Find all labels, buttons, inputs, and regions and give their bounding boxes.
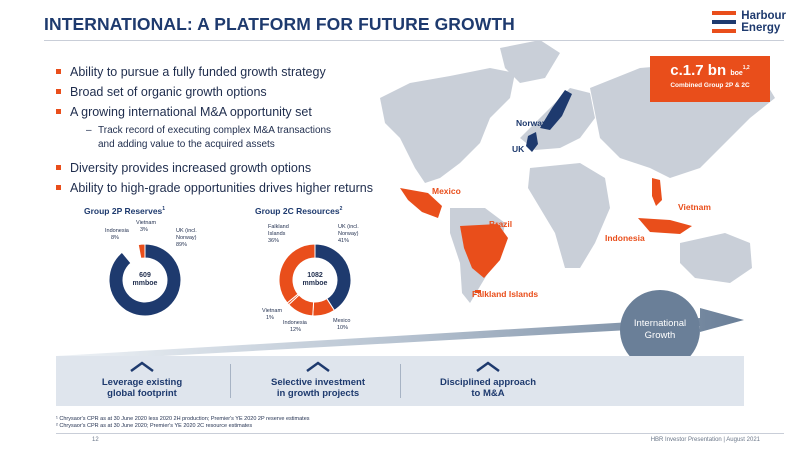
- callout-caption: Combined Group 2P & 2C: [670, 82, 750, 89]
- donut-2p-chart: [108, 243, 182, 317]
- map-label-falklands: Falkland Islands: [472, 289, 539, 299]
- donut-2p-label-uk: UK (incl. Norway) 89%: [176, 228, 197, 248]
- footer-text: HBR Investor Presentation | August 2021: [650, 437, 760, 443]
- donut-2p-center: 609 mmboe: [132, 272, 158, 287]
- footer-rule: [56, 433, 784, 447]
- footnote-2: ² Chrysaor's CPR as at 30 June 2020; Pre…: [56, 423, 253, 429]
- map-label-indonesia: Indonesia: [605, 233, 645, 243]
- page-number: 12: [92, 437, 99, 443]
- donut-2c-label-uk: UK (incl. Norway) 41%: [338, 224, 359, 244]
- logo-text: Harbour Energy: [741, 10, 786, 34]
- donut-2c-center: 1082 mmboe: [302, 272, 328, 287]
- strategy-band: Leverage existing global footprint Selec…: [56, 356, 744, 406]
- donut-2p-slice-2: [137, 243, 146, 259]
- donut-2p-slice-0: [108, 243, 182, 317]
- bullet-item: Ability to pursue a fully funded growth …: [56, 64, 386, 84]
- bullet-item: A growing international M&A opportunity …: [56, 104, 386, 124]
- donut-2c-chart: [278, 243, 352, 317]
- band-divider: [400, 364, 401, 398]
- footnote-1: ¹ Chrysaor's CPR as at 30 June 2020 less…: [56, 416, 310, 422]
- donut-2c-label-falklands: Falkland Islands 36%: [268, 224, 289, 244]
- map-label-vietnam: Vietnam: [678, 202, 711, 212]
- world-map: [380, 40, 775, 303]
- chevron-up-icon: [306, 361, 330, 372]
- resource-callout: c.1.7 bn boe1,2 Combined Group 2P & 2C: [650, 56, 770, 102]
- pillar-line2: global footprint: [107, 388, 177, 399]
- donut-2c-label-mexico: Mexico 10%: [333, 318, 351, 331]
- sub-bullet: – Track record of executing complex M&A …: [56, 124, 386, 152]
- bullet-list: Ability to pursue a fully funded growth …: [56, 64, 386, 200]
- pillar-footprint: Leverage existing global footprint: [56, 356, 228, 406]
- sub-bullet-dash: –: [86, 125, 92, 136]
- pillar-ma: Disciplined approach to M&A: [402, 356, 574, 406]
- bullet-item: Broad set of organic growth options: [56, 84, 386, 104]
- pillar-projects: Selective investment in growth projects: [232, 356, 404, 406]
- map-label-uk: UK: [512, 144, 525, 154]
- bullet-item: Diversity provides increased growth opti…: [56, 160, 386, 180]
- band-divider: [230, 364, 231, 398]
- map-label-brazil: Brazil: [489, 219, 513, 229]
- bullet-item: Ability to high-grade opportunities driv…: [56, 180, 386, 200]
- pillar-line2: to M&A: [471, 388, 505, 399]
- chevron-up-icon: [476, 361, 500, 372]
- chevron-up-icon: [130, 361, 154, 372]
- pillar-line1: Selective investment: [271, 377, 365, 388]
- donut-2p-label-vietnam: Vietnam 3%: [136, 220, 157, 233]
- map-label-mexico: Mexico: [432, 186, 461, 196]
- pillar-line1: Leverage existing: [101, 377, 183, 388]
- pillar-line2: in growth projects: [276, 388, 360, 399]
- donut-2c-title: Group 2C Resources2: [255, 206, 343, 216]
- map-label-norway: Norway: [516, 118, 547, 128]
- page-title: INTERNATIONAL: A PLATFORM FOR FUTURE GRO…: [44, 14, 515, 34]
- growth-arrow: [56, 308, 744, 362]
- donut-2c-label-indonesia: Indonesia 12%: [283, 320, 307, 333]
- title-divider: [44, 40, 784, 41]
- donut-2p-label-indonesia: Indonesia 8%: [105, 228, 129, 241]
- logo-line1: Harbour: [741, 10, 786, 22]
- logo-line2: Energy: [741, 22, 781, 34]
- sub-bullet-line2: and adding value to the acquired assets: [98, 139, 275, 150]
- pillar-line1: Disciplined approach: [439, 377, 537, 388]
- harbour-energy-logo: Harbour Energy: [712, 10, 786, 34]
- donut-2c-label-vietnam: Vietnam 1%: [262, 308, 283, 321]
- donut-2c-slice-4: [278, 243, 316, 304]
- donut-2p-title: Group 2P Reserves1: [84, 206, 166, 216]
- callout-value: c.1.7 bn boe1,2: [670, 62, 750, 79]
- sub-bullet-line1: Track record of executing complex M&A tr…: [98, 125, 332, 136]
- logo-mark-icon: [712, 11, 737, 33]
